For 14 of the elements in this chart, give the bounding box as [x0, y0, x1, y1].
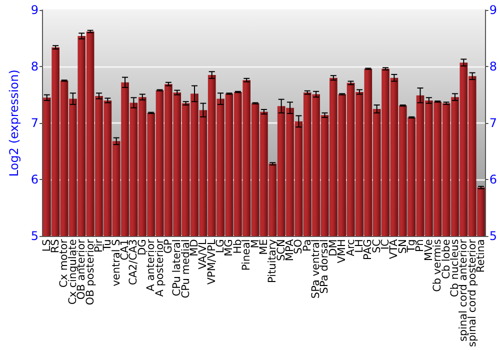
y-axis-title: Log2 (expression) [7, 70, 21, 177]
y-tick-label: 6 [30, 172, 39, 187]
y-tick-label: 7 [30, 116, 39, 130]
x-tick-label: OB posterior [84, 238, 96, 306]
y2-tick-label: 6 [489, 172, 498, 187]
y-tick-label: 5 [30, 229, 39, 244]
y-tick-label: 8 [30, 60, 39, 74]
x-tick-label: A posterior [154, 238, 166, 297]
x-tick-label: Tg [406, 239, 418, 254]
y2-tick-label: 5 [489, 229, 498, 244]
y2-tick-label: 9 [489, 3, 498, 17]
y-tick-label: 9 [30, 3, 39, 17]
y2-tick-label: 8 [489, 60, 498, 74]
y2-tick-label: 7 [489, 116, 498, 130]
